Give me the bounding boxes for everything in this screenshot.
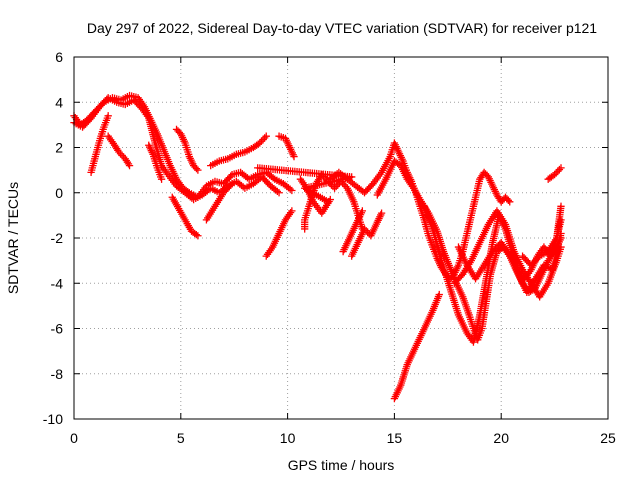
x-tick-label: 0 (70, 430, 78, 446)
series-track-e (145, 141, 166, 183)
data-point (262, 132, 270, 140)
data-point (275, 189, 283, 197)
series-track-k (275, 132, 298, 161)
y-tick-label: -4 (51, 275, 64, 291)
x-tick-label: 20 (493, 430, 509, 446)
y-tick-label: -8 (51, 366, 64, 382)
chart-title: Day 297 of 2022, Sidereal Day-to-day VTE… (87, 20, 597, 36)
series-track-q (373, 157, 565, 344)
y-tick-label: 2 (55, 140, 63, 156)
data-point (435, 290, 443, 299)
series-track-r (390, 290, 443, 403)
y-tick-label: -6 (51, 321, 64, 337)
series-track-p (348, 209, 386, 260)
y-axis-label: SDTVAR / TECUs (5, 182, 21, 294)
data-point (557, 164, 565, 172)
y-tick-label: -2 (51, 230, 64, 246)
data-point (125, 161, 134, 170)
series-track-w (544, 164, 565, 183)
data-point (194, 232, 202, 240)
data-point (506, 198, 514, 206)
x-tick-label: 15 (387, 430, 403, 446)
data-point (157, 175, 166, 183)
data-point (358, 207, 367, 215)
y-tick-label: 4 (55, 94, 63, 110)
series-track-c (87, 112, 112, 177)
series-track-v (518, 202, 565, 269)
data-point (377, 209, 386, 217)
x-tick-label: 25 (600, 430, 616, 446)
series-track-g (168, 193, 202, 240)
series-track-i (202, 180, 236, 224)
series-track-h (207, 132, 270, 170)
series-track-b (70, 94, 283, 204)
data-point (194, 166, 202, 174)
series-track-j (262, 207, 296, 260)
series-track-f (172, 125, 202, 174)
data-point (288, 186, 296, 195)
x-tick-label: 10 (280, 430, 296, 446)
y-tick-label: -10 (43, 411, 63, 427)
series-track-o (339, 207, 367, 256)
data-point (254, 164, 262, 172)
data-point (288, 207, 296, 215)
series-track-u (454, 229, 565, 296)
data-point (104, 112, 112, 120)
y-tick-label: 0 (55, 185, 63, 201)
x-axis-label: GPS time / hours (288, 457, 395, 473)
x-tick-label: 5 (177, 430, 185, 446)
grid (74, 57, 608, 419)
data-point (228, 180, 236, 188)
series-track-a (70, 91, 296, 201)
data-point (290, 152, 298, 161)
series-track-d (104, 132, 134, 170)
series-track-s (420, 202, 565, 346)
series-isolated (254, 164, 356, 206)
data-point (557, 202, 565, 210)
y-tick-label: 6 (55, 49, 63, 65)
data-points (70, 91, 565, 403)
ticks: 0 5 10 15 20 25 -10 -8 -6 -4 -2 0 2 4 6 (43, 49, 616, 446)
